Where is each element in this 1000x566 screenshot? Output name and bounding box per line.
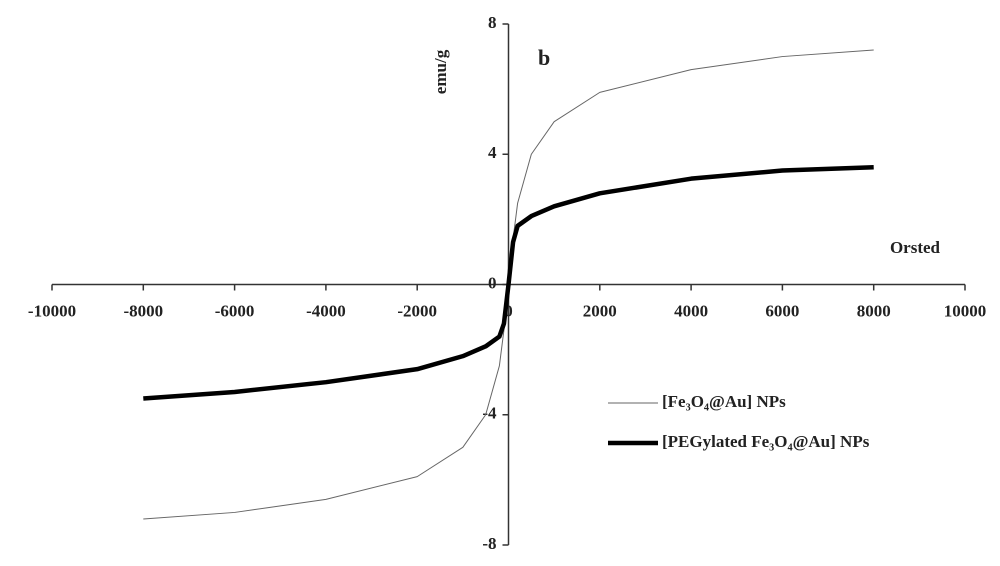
x-tick-label: 6000 xyxy=(765,301,799,320)
legend-label: [Fe₃O₄@Au] NPs xyxy=(662,392,786,411)
x-tick-label: -6000 xyxy=(215,301,255,320)
x-tick-label: 8000 xyxy=(857,301,891,320)
legend-label: [PEGylated Fe₃O₄@Au] NPs xyxy=(662,432,870,451)
x-tick-label: 2000 xyxy=(583,301,617,320)
data-line xyxy=(143,165,874,401)
x-axis-label: Orsted xyxy=(890,238,941,257)
x-tick-label: 0 xyxy=(504,301,513,320)
y-tick-label: -4 xyxy=(482,404,497,423)
x-tick-label: -10000 xyxy=(28,301,76,320)
x-tick-label: 10000 xyxy=(944,301,987,320)
y-tick-label: -8 xyxy=(482,534,496,553)
x-tick-label: -8000 xyxy=(123,301,163,320)
y-tick-label: 4 xyxy=(488,143,497,162)
x-tick-label: -2000 xyxy=(397,301,437,320)
x-tick-label: -4000 xyxy=(306,301,346,320)
x-tick-label: 4000 xyxy=(674,301,708,320)
y-tick-label: 8 xyxy=(488,13,497,32)
annotation: b xyxy=(538,45,550,70)
y-axis-label: emu/g xyxy=(431,49,450,94)
y-tick-label: 0 xyxy=(488,273,497,292)
